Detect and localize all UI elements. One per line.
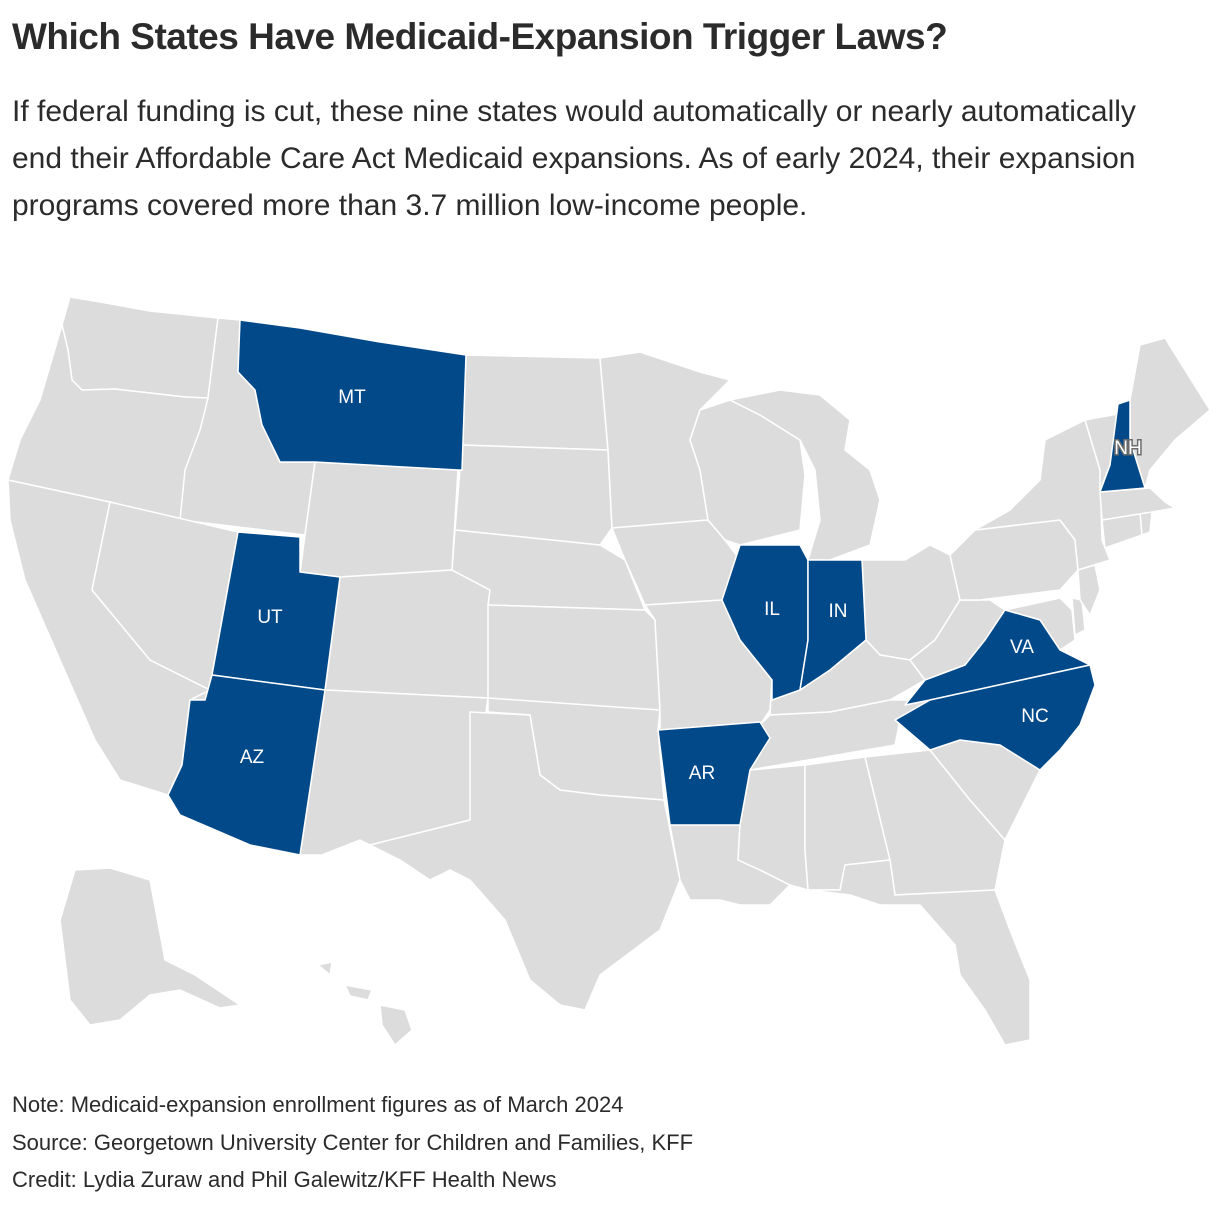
state-ME [1129,337,1211,489]
state-AZ [167,674,326,856]
us-map: MT UT AZ AR IL IN VA NC NH [0,285,1220,1055]
state-NJ [1077,564,1101,616]
state-PA [949,519,1079,601]
footer-source: Source: Georgetown University Center for… [12,1129,694,1155]
state-MT [237,319,467,471]
label-IN: IN [829,601,848,622]
state-IN [799,559,867,691]
label-AR: AR [689,763,715,784]
state-SD [454,444,613,546]
footer-note: Note: Medicaid-expansion enrollment figu… [12,1092,624,1117]
footer-credit: Credit: Lydia Zuraw and Phil Galewitz/KF… [12,1167,557,1192]
state-VA [904,609,1091,706]
state-NC [894,664,1096,771]
state-IL [721,544,809,701]
state-HI [317,961,413,1046]
label-VA: VA [1010,637,1034,658]
state-MI [729,389,881,561]
state-labels: MT UT AZ AR IL IN VA NC NH [240,387,1143,784]
label-NC: NC [1021,706,1048,727]
label-NH: NH [1114,438,1141,459]
state-AK [59,867,241,1026]
label-UT: UT [257,607,283,628]
state-RI [1139,511,1153,536]
chart-subtitle: If federal funding is cut, these nine st… [12,95,1136,222]
state-DE [1071,597,1086,636]
label-MT: MT [338,387,366,408]
trigger-law-states [167,319,1146,856]
state-OR [7,324,209,521]
chart-title: Which States Have Medicaid-Expansion Tri… [12,16,948,57]
state-TX [369,711,681,1011]
state-WA [61,296,219,399]
state-WY [299,461,459,578]
state-FL [807,859,1031,1046]
state-NH [1099,399,1146,493]
label-IL: IL [764,599,780,620]
state-MA [1099,487,1176,521]
state-ND [461,354,609,451]
base-states [7,296,1211,1046]
state-AR [657,721,771,826]
state-CO [324,569,491,699]
label-AZ: AZ [240,747,265,768]
chart-footer: Note: Medicaid-expansion enrollment figu… [12,1086,1208,1199]
state-KS [487,604,661,711]
